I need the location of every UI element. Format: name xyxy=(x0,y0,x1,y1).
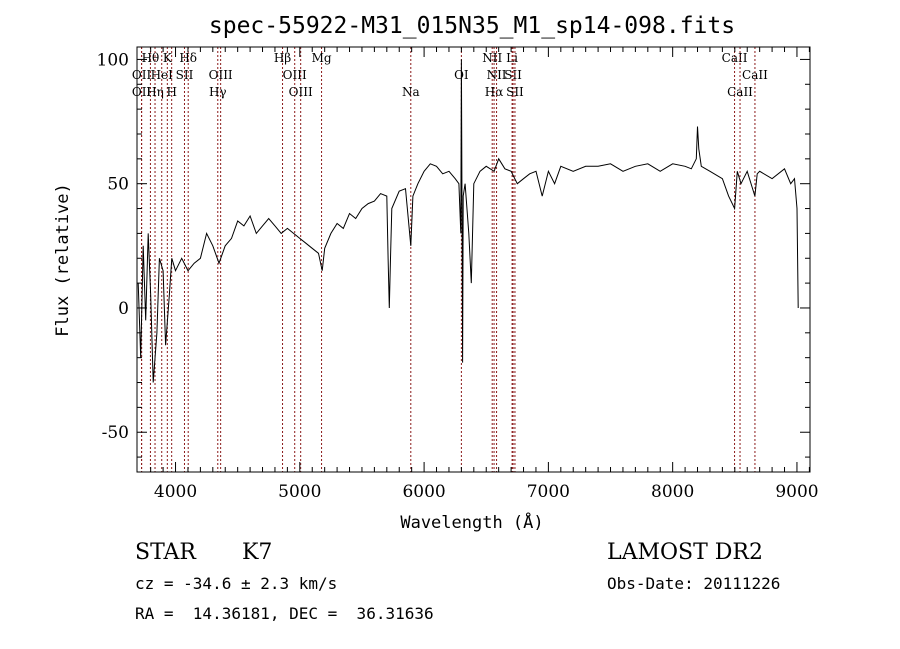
line-marker-label: SII xyxy=(176,68,194,82)
plot-frame xyxy=(136,46,811,473)
spectrum-line xyxy=(137,59,799,383)
x-tick-label: 4000 xyxy=(154,482,197,502)
line-marker-label: Hδ xyxy=(179,51,197,65)
chart-title: spec-55922-M31_015N35_M1_sp14-098.fits xyxy=(209,13,735,39)
object-subclass: K7 xyxy=(242,540,273,565)
line-marker-label: NII xyxy=(487,68,507,82)
line-marker-label: SII xyxy=(506,85,524,99)
y-tick-label: 50 xyxy=(107,175,129,195)
line-marker-label: H xyxy=(166,85,176,99)
observation-date: Obs-Date: 20111226 xyxy=(607,574,781,593)
line-marker-label: Li xyxy=(506,51,518,65)
y-tick-label: 100 xyxy=(97,50,129,70)
object-class: STAR xyxy=(135,540,196,565)
coordinates: RA = 14.36181, DEC = 36.31636 xyxy=(135,604,434,623)
line-marker-label: Hθ xyxy=(142,51,160,65)
line-marker-label: Hγ xyxy=(209,85,227,99)
line-marker-label: CaII xyxy=(727,85,753,99)
y-tick-label: -50 xyxy=(102,423,129,443)
line-marker-label: CaII xyxy=(722,51,748,65)
x-tick-label: 7000 xyxy=(527,482,570,502)
x-axis-label: Wavelength (Å) xyxy=(400,511,543,533)
spectrum-chart: spec-55922-M31_015N35_M1_sp14-098.fits O… xyxy=(53,13,819,533)
line-marker-label: Na xyxy=(402,85,420,99)
line-marker-label: OIII xyxy=(283,68,307,82)
y-axis-label: Flux (relative) xyxy=(53,183,73,337)
line-marker-label: Hβ xyxy=(274,51,291,65)
line-marker-label: CaII xyxy=(742,68,768,82)
line-markers: OIIOIIHθHηHeIKHSIIHδHγOIIIHβOIIIOIIIMgNa… xyxy=(132,47,768,472)
x-tick-label: 5000 xyxy=(278,482,321,502)
line-marker-label: Hη xyxy=(146,85,164,99)
x-axis: 4000 5000 6000 7000 8000 9000 xyxy=(150,47,819,502)
x-tick-label: 8000 xyxy=(651,482,694,502)
survey-name: LAMOST DR2 xyxy=(607,540,763,565)
line-marker-label: K xyxy=(163,51,173,65)
line-marker-label: OIII xyxy=(289,85,313,99)
y-tick-label: 0 xyxy=(118,299,129,319)
y-axis: -50 0 50 100 xyxy=(97,50,810,458)
redshift-velocity: cz = -34.6 ± 2.3 km/s xyxy=(135,574,338,593)
line-marker-label: SII xyxy=(504,68,522,82)
line-marker-label: Hα xyxy=(485,85,504,99)
x-tick-label: 9000 xyxy=(775,482,818,502)
line-marker-label: NII xyxy=(482,51,502,65)
series-group xyxy=(137,59,799,383)
x-tick-label: 6000 xyxy=(402,482,445,502)
line-marker-label: Mg xyxy=(312,51,332,65)
line-marker-label: OIII xyxy=(209,68,233,82)
line-marker-label: HeI xyxy=(151,68,174,82)
